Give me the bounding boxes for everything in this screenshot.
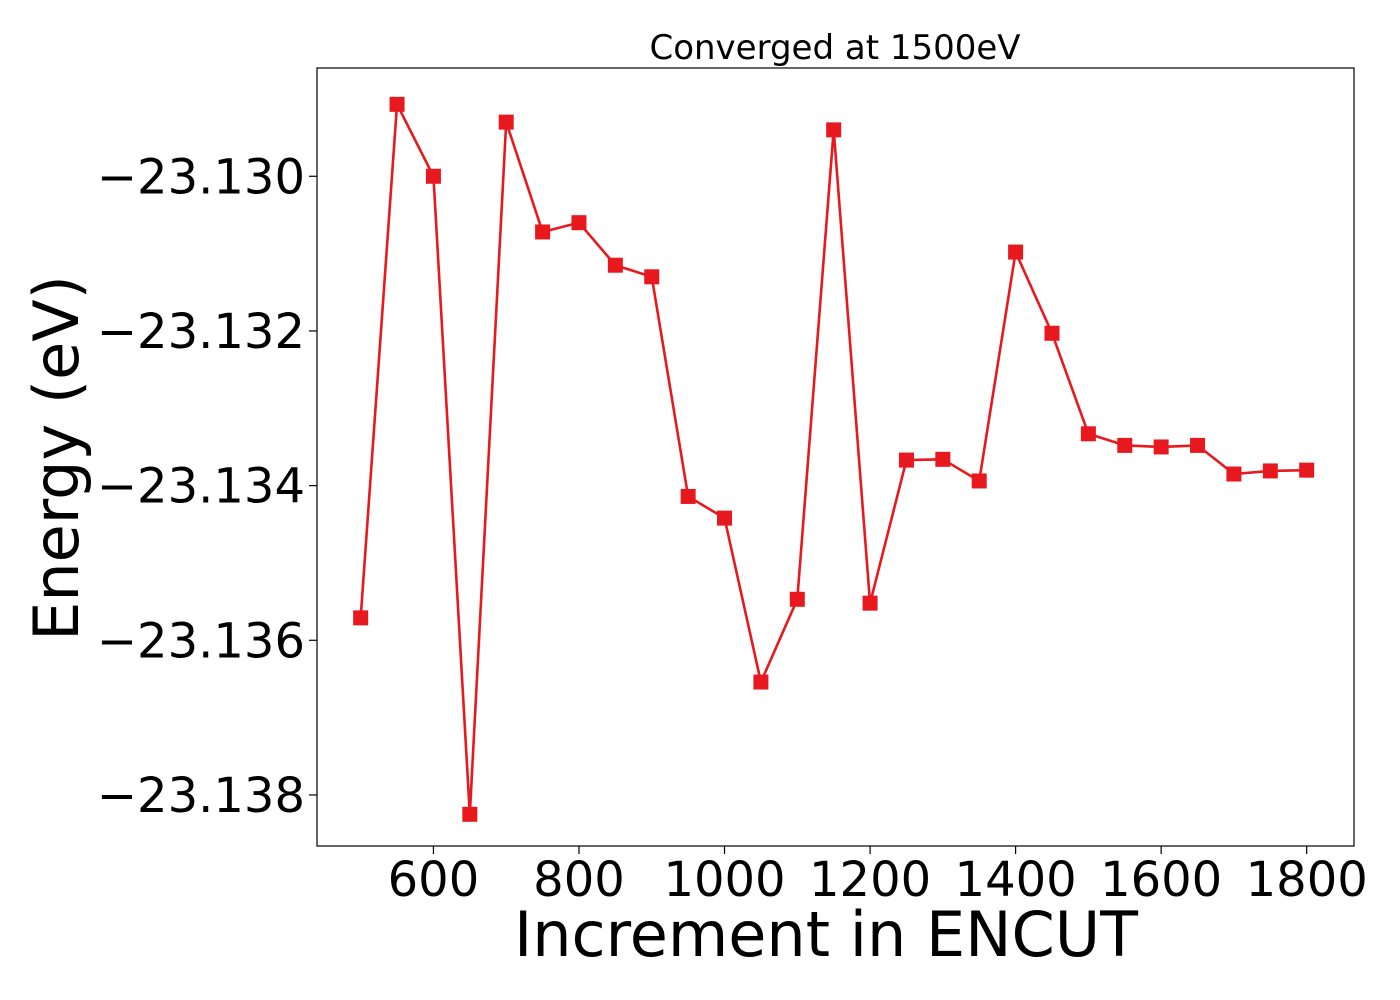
data-point bbox=[644, 269, 660, 285]
data-point bbox=[826, 122, 842, 138]
data-point bbox=[571, 215, 587, 231]
data-point bbox=[498, 114, 514, 130]
data-point bbox=[1190, 437, 1206, 453]
data-point bbox=[1226, 466, 1242, 482]
x-tick-label: 1800 bbox=[1246, 852, 1368, 908]
plot-area: 600 800 1000 1200 1400 1600 1800 −23.130 −23.132… bbox=[97, 67, 1368, 908]
chart-title: Converged at 1500eV bbox=[649, 28, 1020, 68]
data-point bbox=[717, 510, 733, 526]
data-point bbox=[935, 451, 951, 467]
data-point bbox=[1299, 462, 1315, 478]
y-tick-label: −23.132 bbox=[97, 304, 305, 360]
data-point bbox=[1044, 325, 1060, 341]
data-point bbox=[898, 452, 914, 468]
data-point bbox=[425, 168, 441, 184]
data-point bbox=[535, 224, 551, 240]
data-point bbox=[1117, 437, 1133, 453]
data-point bbox=[680, 488, 696, 504]
x-tick-label: 600 bbox=[388, 852, 480, 908]
y-tick-label: −23.134 bbox=[97, 459, 305, 515]
x-axis-label: Increment in ENCUT bbox=[514, 898, 1139, 971]
x-tick-label: 1000 bbox=[663, 852, 785, 908]
data-point bbox=[389, 96, 405, 112]
x-tick-label: 800 bbox=[533, 852, 625, 908]
data-point bbox=[971, 473, 987, 489]
data-point bbox=[353, 610, 369, 626]
y-tick-label: −23.138 bbox=[97, 768, 305, 824]
data-point bbox=[607, 257, 623, 273]
data-point bbox=[1008, 244, 1024, 260]
y-tick-label: −23.136 bbox=[97, 613, 305, 669]
data-point bbox=[1080, 426, 1096, 442]
y-tick-label: −23.130 bbox=[97, 149, 305, 205]
x-tick-label: 1400 bbox=[955, 852, 1077, 908]
plot-frame bbox=[316, 67, 1355, 847]
data-point bbox=[862, 595, 878, 611]
data-point bbox=[1153, 439, 1169, 455]
data-point bbox=[462, 806, 478, 822]
data-point bbox=[753, 674, 769, 690]
x-tick-label: 1600 bbox=[1100, 852, 1222, 908]
y-axis-label: Energy (eV) bbox=[20, 275, 93, 641]
data-point bbox=[789, 591, 805, 607]
data-point bbox=[1262, 463, 1278, 479]
x-tick-label: 1200 bbox=[809, 852, 931, 908]
series-line bbox=[359, 103, 1307, 816]
